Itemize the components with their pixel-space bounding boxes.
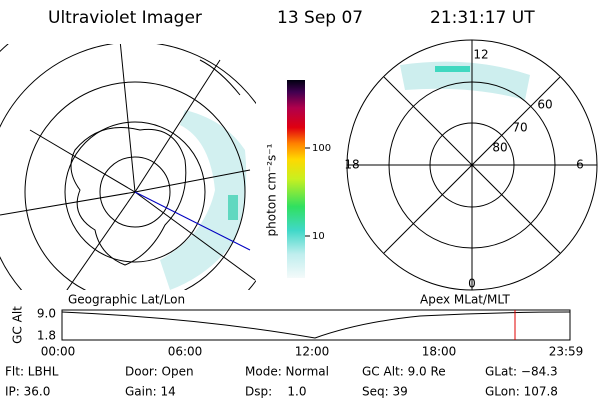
date: 13 Sep 07 [277, 8, 363, 28]
timeline-frame [61, 309, 571, 341]
status-field: Gain: 14 [125, 385, 176, 399]
timeline-title: Apex MLat/MLT [420, 293, 510, 307]
colorbar-tick: 10 [312, 231, 325, 242]
x-tick-label: 06:00 [168, 345, 203, 359]
timeline-title: Geographic Lat/Lon [68, 293, 185, 307]
mlt-label: 18 [344, 158, 359, 172]
polar-plot: 12 18 6 0 60 70 80 [344, 39, 598, 291]
mlt-label: 6 [576, 158, 584, 172]
x-tick-label: 00:00 [41, 345, 76, 359]
status-field: Mode: Normal [245, 365, 329, 379]
mlat-label: 60 [537, 98, 552, 112]
status-field: GC Alt: 9.0 Re [362, 365, 446, 379]
colorbar-tick: 100 [312, 143, 331, 154]
x-tick-label: 23:59 [549, 345, 584, 359]
y-tick-label: 1.8 [37, 329, 56, 343]
status-field: GLon: 107.8 [485, 385, 558, 399]
x-tick-label: 18:00 [422, 345, 457, 359]
title: Ultraviolet Imager [48, 8, 202, 28]
x-tick-label: 12:00 [295, 345, 330, 359]
y-tick-label: 9.0 [37, 307, 56, 321]
status-field: GLat: −84.3 [485, 365, 558, 379]
colorbar-label: photon cm⁻²s⁻¹ [265, 143, 279, 236]
status-field: Flt: LBHL [5, 365, 59, 379]
time: 21:31:17 UT [430, 8, 535, 28]
y-label: GC Alt [11, 306, 25, 344]
mlt-label: 0 [468, 277, 476, 291]
status-field: IP: 36.0 [5, 385, 50, 399]
geographic-map [0, 44, 256, 290]
mlt-label: 12 [473, 48, 488, 62]
mlat-label: 80 [492, 141, 507, 155]
status-field: Door: Open [125, 365, 194, 379]
status-field: Seq: 39 [362, 385, 408, 399]
colorbar [287, 80, 305, 278]
status-field: Dsp: 1.0 [245, 385, 307, 399]
altitude-curve [61, 311, 571, 339]
mlat-label: 70 [512, 121, 527, 135]
